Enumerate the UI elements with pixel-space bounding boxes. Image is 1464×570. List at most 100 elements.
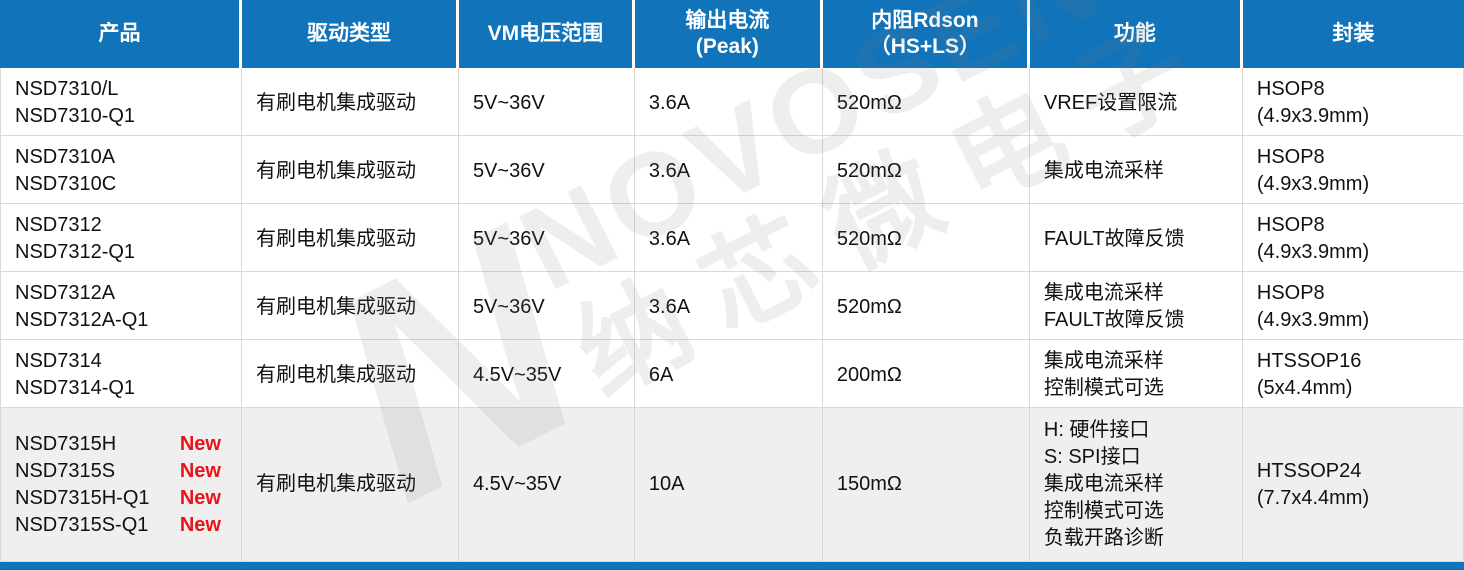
product-line: NSD7312A [15, 280, 227, 307]
package-line: (4.9x3.9mm) [1256, 309, 1370, 331]
cell-output-current: 3.6A [635, 136, 823, 206]
cell-vm-range: 5V~36V [459, 136, 635, 206]
function-line: 集成电流采样 [1043, 159, 1164, 182]
cell-drive-type: 有刷电机集成驱动 [242, 204, 459, 274]
product-name: NSD7314-Q1 [15, 377, 136, 399]
bottom-accent-bar [0, 562, 1464, 570]
cell-value: 4.5V~35V [472, 363, 562, 386]
package-line: HSOP8 [1256, 78, 1325, 100]
package-line: HTSSOP16 [1256, 350, 1362, 372]
product-line: NSD7312 [15, 212, 227, 239]
cell-value: 有刷电机集成驱动 [255, 227, 416, 250]
cell-value: 4.5V~35V [472, 473, 562, 495]
cell-function: 集成电流采样 [1030, 136, 1243, 206]
cell-rdson: 520mΩ [823, 272, 1030, 342]
cell-package: HSOP8 (4.9x3.9mm) [1243, 136, 1464, 206]
table-row: NSD7310A NSD7310C 有刷电机集成驱动 5V~36V 3.6A 520mΩ 集… [0, 136, 1464, 206]
product-line: NSD7312A-Q1 [15, 307, 227, 334]
cell-drive-type: 有刷电机集成驱动 [242, 68, 459, 138]
package-line: (5x4.4mm) [1256, 377, 1353, 399]
cell-product: NSD7314 NSD7314-Q1 [0, 340, 242, 410]
function-line: 集成电流采样 [1043, 282, 1164, 304]
cell-output-current: 10A [635, 408, 823, 561]
function-line: S: SPI接口 [1043, 446, 1141, 468]
product-line: NSD7310A [15, 144, 227, 171]
cell-value: 5V~36V [472, 159, 545, 182]
cell-value: 3.6A [648, 159, 691, 182]
cell-value: 6A [648, 363, 674, 386]
product-line: NSD7310C [15, 171, 227, 198]
cell-rdson: 520mΩ [823, 68, 1030, 138]
package-line: (4.9x3.9mm) [1256, 241, 1370, 263]
cell-function: 集成电流采样 FAULT故障反馈 [1030, 272, 1243, 342]
header-label: （HS+LS） [869, 35, 981, 58]
new-badge: New [179, 459, 221, 482]
header-cell-package: 封装 [1243, 0, 1464, 68]
package-line: (4.9x3.9mm) [1256, 173, 1370, 195]
header-label: VM电压范围 [487, 22, 604, 45]
cell-package: HSOP8 (4.9x3.9mm) [1243, 68, 1464, 138]
function-line: H: 硬件接口 [1043, 419, 1150, 441]
table-row: NSD7312 NSD7312-Q1 有刷电机集成驱动 5V~36V 3.6A 520mΩ… [0, 204, 1464, 274]
cell-value: 200mΩ [836, 363, 902, 386]
cell-value: 5V~36V [472, 91, 545, 114]
cell-function: FAULT故障反馈 [1030, 204, 1243, 274]
product-name: NSD7310A [15, 146, 116, 168]
product-name: NSD7315H [15, 432, 117, 455]
cell-output-current: 3.6A [635, 204, 823, 274]
cell-value: 520mΩ [836, 227, 902, 250]
new-badge: New [179, 432, 221, 455]
product-line: NSD7314-Q1 [15, 375, 227, 402]
product-line: NSD7310-Q1 [15, 103, 227, 130]
product-name: NSD7310C [15, 173, 117, 195]
header-cell-drive-type: 驱动类型 [242, 0, 459, 68]
table-header-row: 产品 驱动类型 VM电压范围 输出电流 (Peak) 内阻Rdson （HS+LS） 功能 封装 [0, 0, 1464, 68]
function-line: 集成电流采样 [1043, 350, 1164, 372]
function-line: 负载开路诊断 [1043, 527, 1164, 549]
cell-value: 5V~36V [472, 227, 545, 250]
product-name: NSD7315H-Q1 [15, 486, 150, 509]
product-line: NSD7315S-Q1 New [15, 512, 227, 539]
cell-value: 有刷电机集成驱动 [255, 473, 416, 495]
new-badge: New [179, 513, 221, 536]
function-line: 控制模式可选 [1043, 377, 1164, 399]
cell-product: NSD7310A NSD7310C [0, 136, 242, 206]
cell-vm-range: 5V~36V [459, 68, 635, 138]
function-line: FAULT故障反馈 [1043, 309, 1185, 331]
cell-drive-type: 有刷电机集成驱动 [242, 136, 459, 206]
product-line: NSD7312-Q1 [15, 239, 227, 266]
cell-value: 有刷电机集成驱动 [255, 91, 416, 114]
new-badge: New [179, 486, 221, 509]
cell-vm-range: 5V~36V [459, 204, 635, 274]
cell-vm-range: 4.5V~35V [459, 408, 635, 561]
product-line: NSD7315H New [15, 431, 227, 458]
cell-function: 集成电流采样 控制模式可选 [1030, 340, 1243, 410]
package-line: HSOP8 [1256, 214, 1325, 236]
cell-vm-range: 4.5V~35V [459, 340, 635, 410]
cell-output-current: 3.6A [635, 68, 823, 138]
cell-function: H: 硬件接口 S: SPI接口 集成电流采样 控制模式可选 负载开路诊断 [1030, 408, 1243, 561]
cell-vm-range: 5V~36V [459, 272, 635, 342]
table-row: NSD7310/L NSD7310-Q1 有刷电机集成驱动 5V~36V 3.6A 520… [0, 68, 1464, 138]
cell-package: HSOP8 (4.9x3.9mm) [1243, 204, 1464, 274]
package-line: HSOP8 [1256, 146, 1325, 168]
header-label: 输出电流 [685, 9, 770, 32]
cell-value: 3.6A [648, 227, 691, 250]
cell-drive-type: 有刷电机集成驱动 [242, 408, 459, 561]
function-line: 集成电流采样 [1043, 473, 1164, 495]
cell-package: HTSSOP16 (5x4.4mm) [1243, 340, 1464, 410]
cell-package: HSOP8 (4.9x3.9mm) [1243, 272, 1464, 342]
cell-rdson: 520mΩ [823, 204, 1030, 274]
cell-drive-type: 有刷电机集成驱动 [242, 340, 459, 410]
header-cell-vm-range: VM电压范围 [459, 0, 635, 68]
product-name: NSD7310-Q1 [15, 105, 136, 127]
function-line: VREF设置限流 [1043, 91, 1178, 114]
cell-function: VREF设置限流 [1030, 68, 1243, 138]
header-label: 驱动类型 [306, 22, 391, 45]
header-label: 功能 [1113, 22, 1156, 45]
cell-value: 3.6A [648, 91, 691, 114]
cell-value: 5V~36V [472, 295, 545, 318]
product-name: NSD7315S-Q1 [15, 513, 149, 536]
product-name: NSD7314 [15, 350, 102, 372]
